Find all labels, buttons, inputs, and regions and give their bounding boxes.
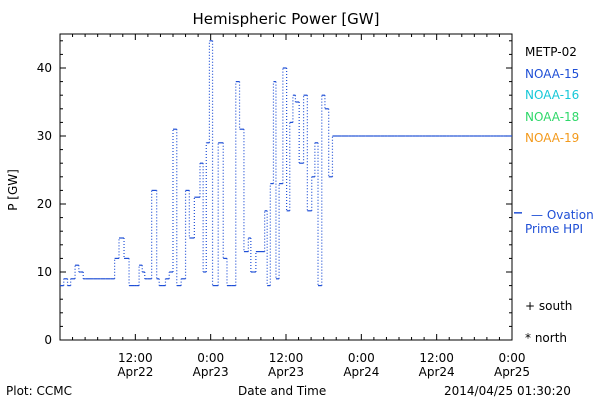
legend-item: NOAA-16	[525, 88, 580, 102]
series-layer	[60, 40, 512, 287]
legend-item: NOAA-19	[525, 131, 580, 145]
plus-icon: +	[525, 299, 539, 313]
chart-title: Hemispheric Power [GW]	[192, 10, 380, 28]
legend-item: METP-02	[525, 45, 577, 59]
y-tick-label: 20	[37, 197, 52, 211]
south-marker-note: + south	[525, 299, 572, 313]
x-tick-label-date: Apr25	[494, 365, 530, 379]
x-tick-label-date: Apr24	[343, 365, 379, 379]
footer-center: Date and Time	[238, 384, 327, 398]
asterisk-icon: *	[525, 331, 535, 345]
x-tick-label-date: Apr24	[419, 365, 455, 379]
x-tick-label-time: 12:00	[419, 351, 454, 365]
x-tick-label-time: 12:00	[118, 351, 153, 365]
y-tick-label: 30	[37, 129, 52, 143]
x-axis: 12:00Apr220:00Apr2312:00Apr230:00Apr2412…	[72, 34, 530, 379]
x-tick-label-date: Apr22	[117, 365, 153, 379]
y-tick-label: 10	[37, 265, 52, 279]
ovation-text: Ovation	[546, 208, 594, 222]
x-tick-label-date: Apr23	[193, 365, 229, 379]
footer-right: 2014/04/25 01:30:20	[444, 384, 571, 398]
y-axis: 0 10 20 30 40	[37, 40, 512, 347]
legend-item: NOAA-18	[525, 109, 580, 124]
footer-left: Plot: CCMC	[6, 384, 72, 398]
ovation-dash: —	[531, 208, 547, 222]
north-marker-note: * north	[525, 331, 567, 345]
y-tick-label: 40	[37, 61, 52, 75]
plot-area-frame	[59, 33, 513, 341]
x-tick-label-time: 0:00	[499, 351, 526, 365]
x-tick-label-time: 12:00	[269, 351, 304, 365]
y-tick-label: 0	[44, 333, 52, 347]
south-label: south	[538, 299, 573, 313]
ovation-label-line2: Prime HPI	[525, 222, 583, 236]
x-tick-label-time: 0:00	[197, 351, 224, 365]
ovation-label-line1: — Ovation	[531, 208, 594, 222]
x-tick-label-date: Apr23	[268, 365, 304, 379]
legend-item: NOAA-15	[525, 66, 580, 81]
y-axis-label: P [GW]	[6, 169, 20, 211]
x-tick-label-time: 0:00	[348, 351, 375, 365]
north-label: north	[534, 331, 568, 345]
